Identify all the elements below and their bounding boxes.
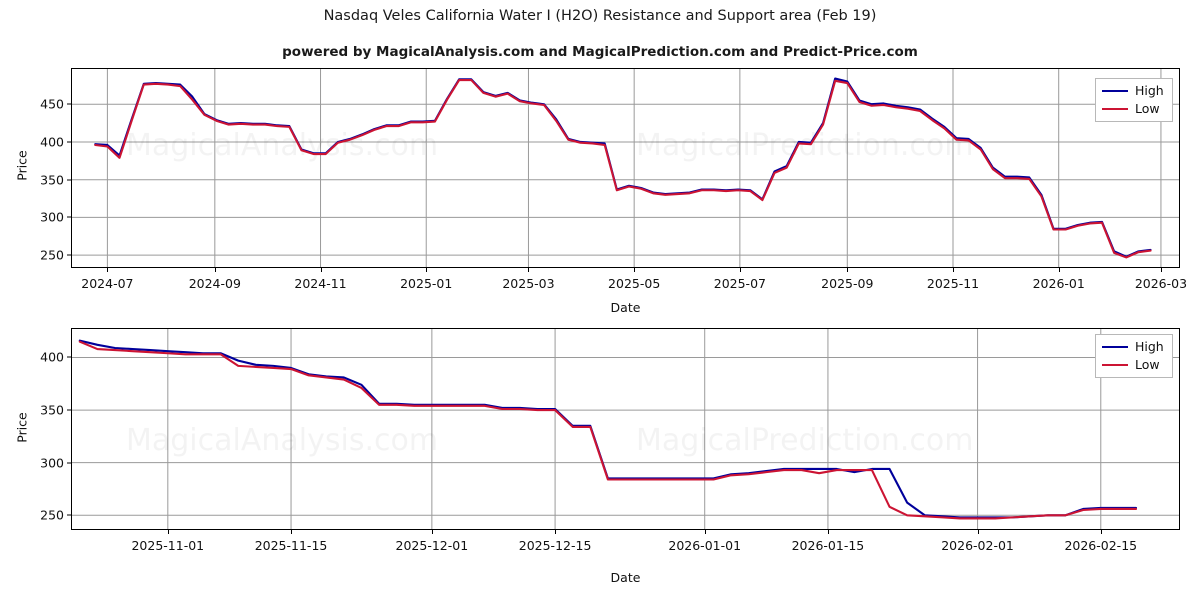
x-axis-tick-label: 2025-07: [713, 276, 766, 291]
page-subtitle: powered by MagicalAnalysis.com and Magic…: [282, 44, 918, 60]
x-axis-tick-mark: [739, 268, 741, 272]
x-axis-tick-label: 2025-03: [502, 276, 555, 291]
watermark-text: MagicalAnalysis.com: [126, 423, 438, 458]
x-axis-tick-label: 2025-11: [926, 276, 980, 291]
legend-entry-low: Low: [1102, 102, 1164, 116]
y-axis-tick-mark: [67, 409, 71, 411]
y-axis-tick-label: 300: [40, 209, 64, 225]
x-axis-tick-mark: [426, 268, 428, 272]
lower-chart-panel: MagicalAnalysis.com MagicalPrediction.com…: [40, 328, 1180, 553]
y-axis-tick-label: 300: [40, 455, 64, 471]
legend-entry-high: High: [1102, 84, 1164, 98]
y-axis-tick-label: 450: [40, 96, 64, 112]
watermark-text: MagicalPrediction.com: [636, 423, 974, 458]
x-axis-tick-mark: [977, 530, 979, 534]
x-axis-tick-mark: [847, 268, 849, 272]
legend-label-low: Low: [1135, 357, 1160, 372]
x-axis-tick-label: 2025-11-15: [254, 538, 328, 553]
x-axis-tick-mark: [320, 268, 322, 272]
x-axis-tick-label: 2025-09: [821, 276, 874, 291]
series-line-low: [78, 340, 1138, 520]
y-axis-tick-mark: [67, 514, 71, 516]
x-axis-tick-label: 2026-02-15: [1064, 538, 1138, 553]
series-line-high: [78, 339, 1138, 519]
legend-swatch-low-icon: [1102, 108, 1128, 110]
x-axis-tick-mark: [167, 530, 169, 534]
x-axis-tick-label: 2024-11: [294, 276, 347, 291]
y-axis-tick-label: 350: [40, 172, 64, 188]
legend-label-low: Low: [1135, 101, 1160, 116]
legend-swatch-high-icon: [1102, 346, 1128, 348]
y-axis-tick-mark: [67, 179, 71, 181]
y-axis-tick-mark: [67, 356, 71, 358]
lower-chart-y-axis-label: Price: [14, 412, 30, 443]
x-axis-tick-mark: [555, 530, 557, 534]
x-axis-tick-label: 2024-07: [81, 276, 134, 291]
lower-chart-legend: High Low: [1095, 334, 1173, 378]
legend-swatch-high-icon: [1102, 90, 1128, 92]
x-axis-tick-label: 2026-03: [1134, 276, 1188, 291]
y-axis-tick-mark: [67, 254, 71, 256]
x-axis-tick-label: 2026-01: [1032, 276, 1085, 291]
x-axis-tick-mark: [953, 268, 954, 272]
legend-swatch-low-icon: [1102, 364, 1128, 366]
x-axis-tick-label: 2024-09: [188, 276, 241, 291]
x-axis-tick-mark: [528, 268, 530, 272]
lower-chart-watermarks: MagicalAnalysis.com MagicalPrediction.com: [71, 328, 1180, 530]
y-axis-tick-mark: [67, 103, 71, 105]
upper-chart-watermarks: MagicalAnalysis.com MagicalPrediction.com…: [71, 68, 1180, 268]
lower-chart-x-axis-label: Date: [610, 570, 641, 585]
series-line-low: [94, 79, 1152, 259]
lower-chart-lines: [78, 339, 1138, 520]
x-axis-tick-mark: [431, 530, 433, 534]
legend-entry-high: High: [1102, 340, 1164, 354]
y-axis-tick-label: 400: [40, 134, 64, 150]
x-axis-tick-label: 2026-02-01: [941, 538, 1014, 553]
y-axis-tick-label: 250: [40, 247, 64, 263]
watermark-text: MagicalAnalysis.com: [126, 263, 438, 268]
watermark-text: MagicalPrediction.com: [636, 263, 974, 268]
x-axis-tick-mark: [214, 268, 216, 272]
y-axis-tick-mark: [67, 141, 71, 143]
upper-chart-y-axis-label: Price: [14, 150, 30, 181]
upper-chart-x-axis-label: Date: [610, 300, 641, 315]
legend-label-high: High: [1135, 83, 1164, 98]
x-axis-tick-mark: [1058, 268, 1060, 272]
upper-chart-lines: [94, 77, 1152, 259]
x-axis-tick-label: 2025-01: [400, 276, 453, 291]
upper-chart-panel: MagicalAnalysis.com MagicalPrediction.com…: [40, 68, 1187, 291]
y-axis-tick-label: 250: [40, 507, 64, 523]
x-axis-tick-mark: [291, 530, 293, 534]
upper-chart-legend: High Low: [1095, 78, 1173, 122]
y-axis-tick-mark: [67, 216, 71, 218]
x-axis-tick-label: 2025-05: [608, 276, 661, 291]
upper-chart-gridlines: [71, 68, 1180, 268]
x-axis-tick-mark: [634, 268, 636, 272]
x-axis-tick-label: 2026-01-15: [791, 538, 865, 553]
x-axis-tick-mark: [827, 530, 829, 534]
x-axis-tick-mark: [1160, 268, 1162, 272]
x-axis-tick-mark: [1100, 530, 1102, 534]
watermark-text: MagicalPrediction.com: [636, 128, 974, 163]
page-title: Nasdaq Veles California Water I (H2O) Re…: [323, 8, 877, 24]
x-axis-tick-mark: [704, 530, 706, 534]
x-axis-tick-mark: [107, 268, 109, 272]
x-axis-tick-label: 2026-01-01: [668, 538, 742, 553]
x-axis-tick-label: 2025-11-01: [131, 538, 205, 553]
y-axis-tick-label: 400: [40, 349, 64, 365]
x-axis-tick-label: 2025-12-15: [518, 538, 592, 553]
y-axis-tick-label: 350: [40, 402, 64, 418]
y-axis-tick-mark: [67, 462, 71, 464]
legend-label-high: High: [1135, 339, 1164, 354]
watermark-text: MagicalAnalysis.com: [126, 128, 438, 163]
legend-entry-low: Low: [1102, 358, 1164, 372]
x-axis-tick-label: 2025-12-01: [395, 538, 469, 553]
